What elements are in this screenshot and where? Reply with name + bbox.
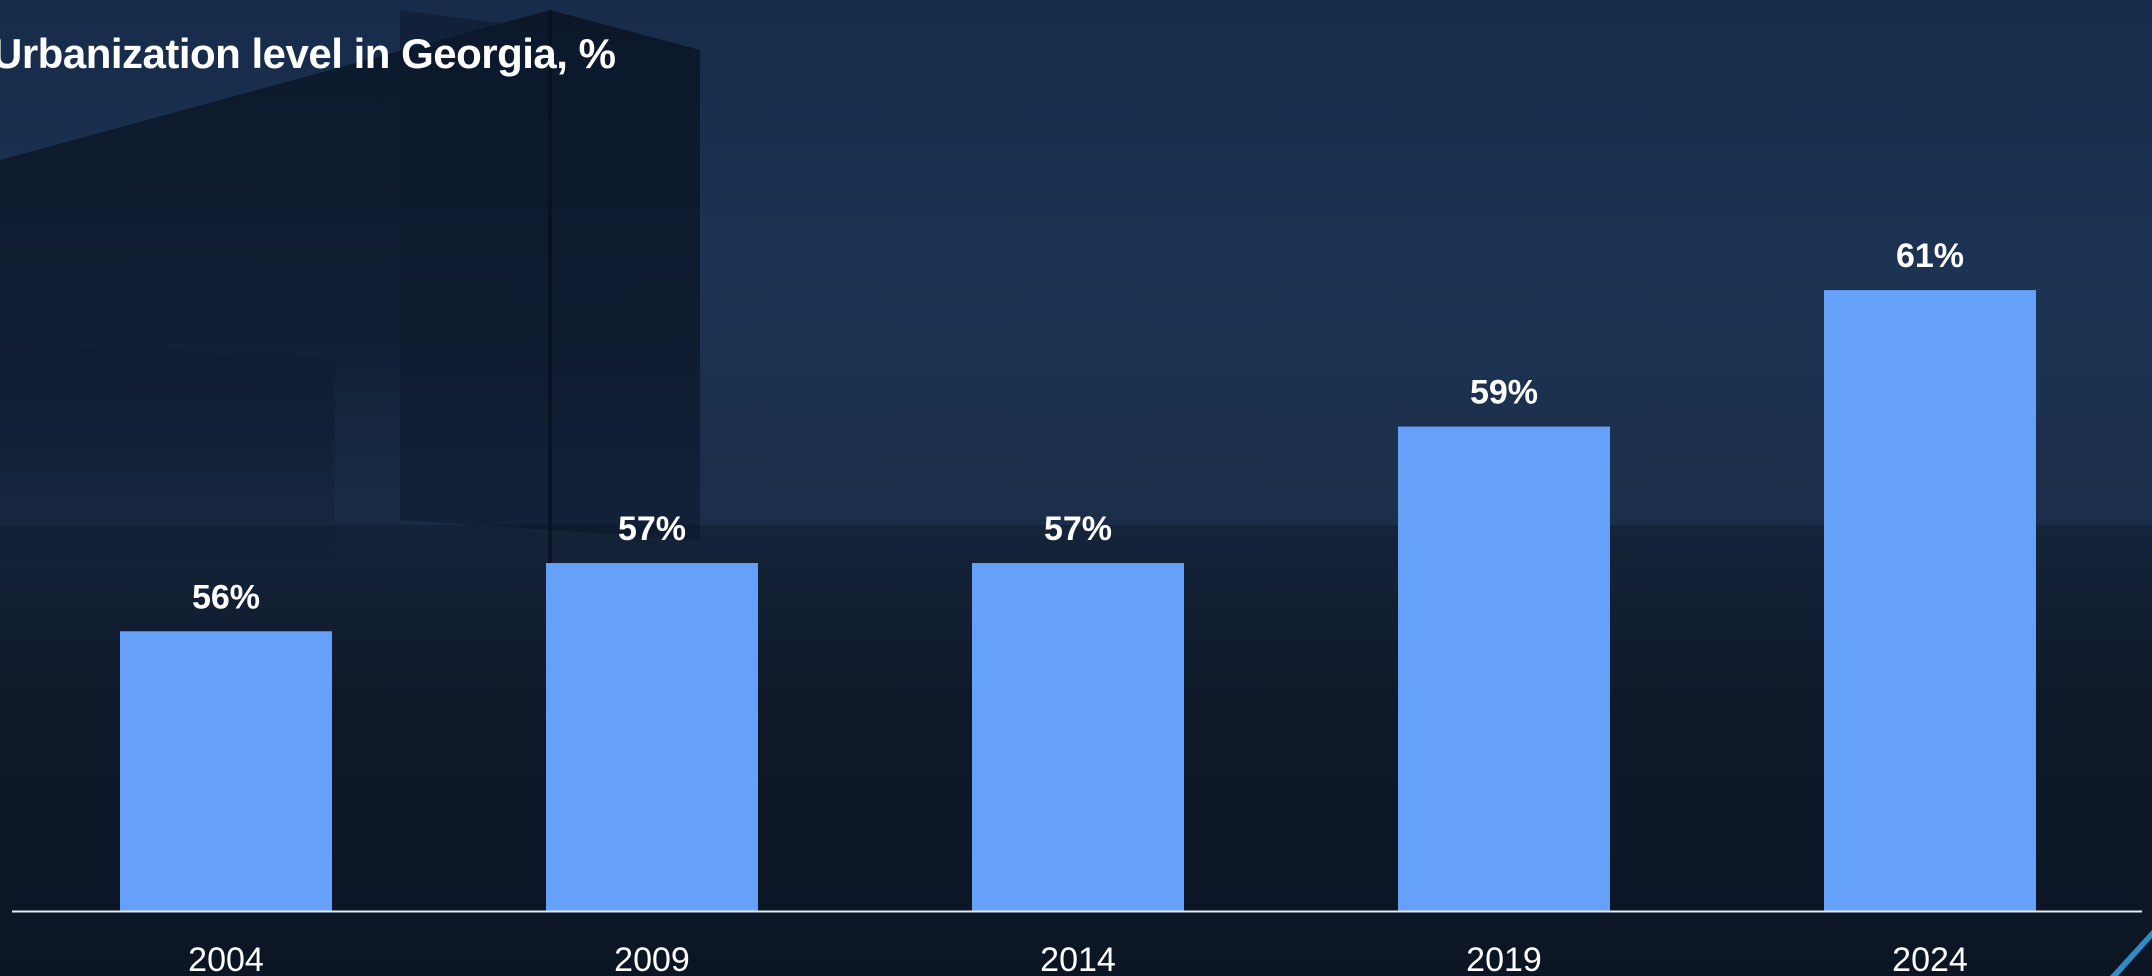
bar-2024	[1824, 290, 2036, 911]
data-label-2004: 56%	[192, 578, 260, 616]
data-label-2019: 59%	[1470, 374, 1538, 412]
x-tick-label-2004: 2004	[188, 941, 264, 976]
x-tick-label-2009: 2009	[614, 941, 690, 976]
x-tick-label-2024: 2024	[1892, 941, 1968, 976]
bar-2009	[546, 563, 758, 911]
x-tick-label-2014: 2014	[1040, 941, 1116, 976]
data-label-2009: 57%	[618, 510, 686, 548]
bar-2004	[120, 631, 332, 911]
bar-2014	[972, 563, 1184, 911]
bar-2019	[1398, 426, 1610, 911]
data-label-2024: 61%	[1896, 237, 1964, 275]
chart-title: Urbanization level in Georgia, %	[0, 30, 616, 77]
x-tick-label-2019: 2019	[1466, 941, 1542, 976]
data-label-2014: 57%	[1044, 510, 1112, 548]
